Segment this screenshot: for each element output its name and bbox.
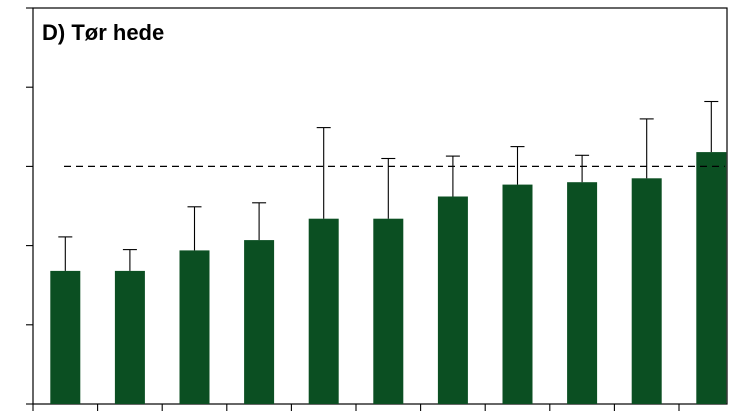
error-bars-layer — [58, 100, 719, 271]
bars-layer — [50, 152, 727, 404]
bar-8 — [502, 184, 533, 404]
bar-3 — [179, 250, 210, 404]
bar-9 — [567, 182, 598, 404]
bar-11 — [696, 152, 727, 404]
bar-5 — [308, 218, 339, 404]
bar-2 — [114, 270, 145, 404]
bar-4 — [244, 240, 275, 404]
bar-7 — [437, 196, 468, 404]
bar-6 — [373, 218, 404, 404]
x-axis-ticks — [32, 404, 680, 411]
y-axis-ticks — [26, 7, 33, 405]
bar-1 — [50, 270, 81, 404]
chart-title: D) Tør hede — [42, 20, 164, 45]
bar-10 — [631, 178, 662, 404]
